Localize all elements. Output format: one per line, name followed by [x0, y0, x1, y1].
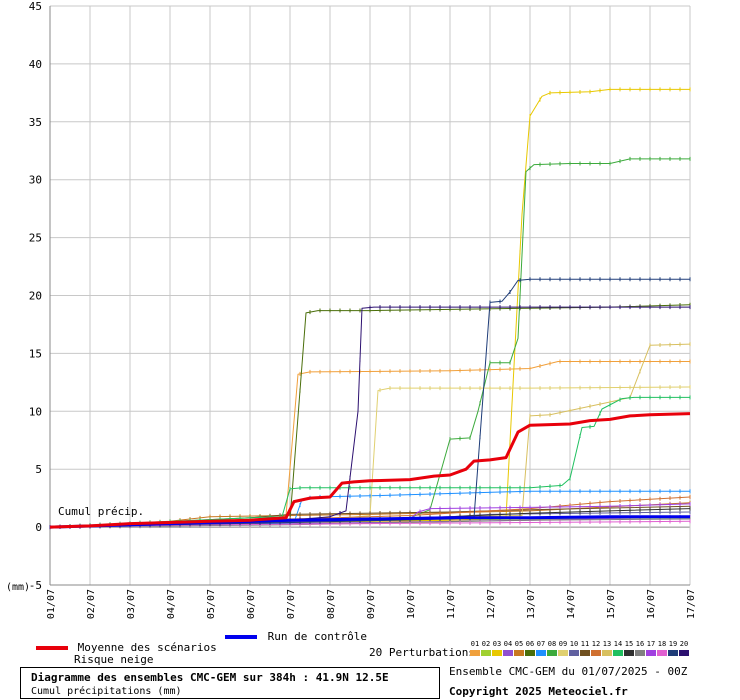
legend-perturbation-number: 11: [580, 640, 590, 648]
legend-perturbation-number: 16: [635, 640, 645, 648]
legend-control-swatch: [225, 635, 257, 639]
legend-control-label: Run de contrôle: [267, 630, 367, 643]
legend-perturbation-swatch: [536, 650, 546, 656]
legend-perturbation-number: 07: [536, 640, 546, 648]
legend-perturbation-number: 01: [470, 640, 480, 648]
legend-perturbation-swatch: [492, 650, 502, 656]
legend-perturbation-swatch: [602, 650, 612, 656]
legend-mean-label: Moyenne des scénarios: [77, 641, 217, 654]
legend-perturbation-number: 18: [657, 640, 667, 648]
legend-perturbation-swatch: [679, 650, 689, 656]
x-tick-label: 12/07: [486, 589, 497, 619]
legend-perturbation-number: 19: [668, 640, 678, 648]
legend-perturbation-swatch: [547, 650, 557, 656]
x-tick-label: 10/07: [406, 589, 417, 619]
legend-mean: Moyenne des scénarios: [36, 641, 217, 654]
legend-perturbation-number: 08: [547, 640, 557, 648]
chart-grid: [49, 5, 691, 586]
legend-perturbation-swatch: [646, 650, 656, 656]
legend-perturbation-swatch: [503, 650, 513, 656]
legend-perturbation-swatch: [624, 650, 634, 656]
x-tick-label: 16/07: [646, 589, 657, 619]
legend-control: Run de contrôle: [225, 630, 367, 643]
legend-perturbation-number: 06: [525, 640, 535, 648]
y-tick-label: 10: [29, 405, 42, 418]
x-tick-label: 06/07: [246, 589, 257, 619]
legend-perturbation-number: 13: [602, 640, 612, 648]
y-tick-label: 40: [29, 58, 42, 71]
chart-annotation: Cumul précip.: [58, 505, 144, 518]
legend-perturbation-swatch: [668, 650, 678, 656]
diagram-subtitle: Cumul précipitations (mm): [31, 686, 182, 697]
y-tick-label: 0: [35, 521, 42, 534]
y-axis-ticks: -5 0 5 10 15 20 25 30 35 40 45: [29, 0, 42, 592]
legend-perturbation-number: 10: [569, 640, 579, 648]
y-tick-label: -5: [29, 579, 42, 592]
series-line-14: [49, 396, 690, 528]
legend-perturbation-number: 05: [514, 640, 524, 648]
x-tick-label: 09/07: [366, 589, 377, 619]
legend-perturbation-swatch: [613, 650, 623, 656]
chart-series: [49, 87, 691, 530]
legend-perturbation-swatch: [558, 650, 568, 656]
legend-perturbation-swatch: [635, 650, 645, 656]
ensemble-chart: -5 0 5 10 15 20 25 30 35 40 45 01/07 02/07 03/07 04/0…: [6, 0, 697, 619]
x-tick-label: 17/07: [686, 589, 697, 619]
legend-perturbation-number: 20: [679, 640, 689, 648]
legend-perturbation-number: 17: [646, 640, 656, 648]
x-axis-ticks: 01/07 02/07 03/07 04/07 05/07 06/07 07/07 08/07…: [46, 589, 697, 619]
x-tick-label: 04/07: [166, 589, 177, 619]
legend-perturbation-number: 04: [503, 640, 513, 648]
y-axis-label: (mm): [6, 582, 30, 593]
x-tick-label: 07/07: [286, 589, 297, 619]
x-tick-label: 01/07: [46, 589, 57, 619]
x-tick-label: 02/07: [86, 589, 97, 619]
y-tick-label: 20: [29, 290, 42, 303]
legend-mean-swatch: [36, 646, 68, 650]
legend-perturbation-swatch: [580, 650, 590, 656]
x-tick-label: 11/07: [446, 589, 457, 619]
legend-perturbation-number: 12: [591, 640, 601, 648]
y-tick-label: 45: [29, 0, 42, 13]
run-info: Ensemble CMC-GEM du 01/07/2025 - 00Z: [449, 665, 688, 678]
x-tick-label: 13/07: [526, 589, 537, 619]
legend-perturbation-swatch: [591, 650, 601, 656]
info-box: Diagramme des ensembles CMC-GEM sur 384h…: [20, 667, 440, 699]
legend-perturbation-swatch: [470, 650, 480, 656]
legend-perturbation-swatch: [657, 650, 667, 656]
x-tick-label: 15/07: [606, 589, 617, 619]
y-tick-label: 35: [29, 116, 42, 129]
legend-perturbation-swatch: [525, 650, 535, 656]
diagram-title: Diagramme des ensembles CMC-GEM sur 384h…: [31, 671, 389, 684]
legend-perturbation-swatch: [514, 650, 524, 656]
copyright: Copyright 2025 Meteociel.fr: [449, 685, 628, 698]
x-tick-label: 03/07: [126, 589, 137, 619]
legend-perturbation-swatch: [569, 650, 579, 656]
y-tick-label: 25: [29, 232, 42, 245]
y-tick-label: 30: [29, 174, 42, 187]
x-tick-label: 05/07: [206, 589, 217, 619]
legend-perturbation-number: 14: [613, 640, 623, 648]
legend-snow-label: Risque neige: [74, 653, 154, 666]
y-tick-label: 15: [29, 347, 42, 360]
legend-perturbation-number: 15: [624, 640, 634, 648]
legend-perturbation-number: 09: [558, 640, 568, 648]
legend-perturbations-label: 20 Perturbations: [369, 646, 475, 659]
x-tick-label: 08/07: [326, 589, 337, 619]
legend-perturbation-swatch: [481, 650, 491, 656]
series-line-moyenne-des-sc-narios: [49, 412, 691, 529]
x-tick-label: 14/07: [566, 589, 577, 619]
legend-perturbation-number: 02: [481, 640, 491, 648]
legend-perturbation-number: 03: [492, 640, 502, 648]
y-tick-label: 5: [35, 463, 42, 476]
